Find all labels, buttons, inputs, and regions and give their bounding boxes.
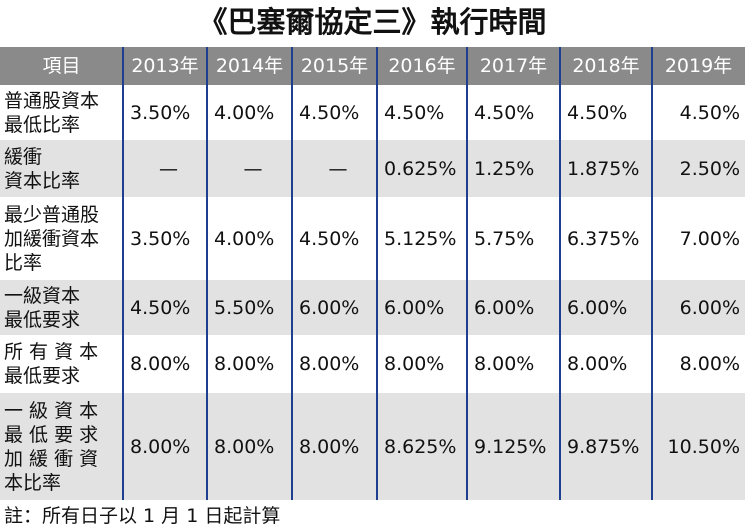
data-cell: 5.125% [384, 227, 457, 250]
data-cell: 6.00% [567, 296, 628, 319]
header-bg [0, 47, 745, 85]
column-divider [376, 47, 378, 500]
column-divider [559, 47, 561, 500]
label-line: 最少普通股 [4, 203, 100, 226]
data-cell: 8.00% [130, 353, 191, 375]
header-cell: 2014年 [215, 55, 284, 77]
data-cell: 4.00% [214, 227, 275, 250]
data-cell: 5.50% [214, 296, 275, 319]
label-line: 最 低 要 求 [4, 423, 99, 446]
data-cell: 3.50% [130, 101, 191, 124]
data-cell: 8.00% [384, 353, 445, 375]
label-line: 加緩衝資本 [4, 227, 100, 250]
table: 項目 2013年 2014年 2015年 2016年 2017年 2018年 2019年普通股… [0, 47, 745, 500]
row-label: 一 級 資 本最 低 要 求加 緩 衝 資本比率 [4, 393, 122, 500]
data-cell: 6.375% [567, 227, 640, 250]
data-cell: 4.50% [567, 101, 628, 124]
data-cell: — [159, 157, 178, 180]
row-bg [0, 335, 745, 393]
row-bg [0, 140, 745, 197]
data-cell: 4.50% [679, 101, 740, 124]
data-cell: 8.00% [130, 435, 191, 458]
data-cell: 1.875% [567, 157, 640, 180]
title: 《巴塞爾協定三》執行時間 [198, 5, 547, 39]
label-line: 普通股資本 [4, 89, 100, 112]
data-cell: 4.50% [474, 101, 535, 124]
label-line: 資本比率 [4, 169, 81, 192]
data-cell: 5.75% [474, 227, 535, 250]
label-line: 比率 [4, 251, 43, 274]
label-line: 本比率 [4, 471, 62, 494]
data-cell: 8.00% [299, 435, 360, 458]
label-line: 所 有 資 本 [4, 341, 99, 363]
data-cell: 10.50% [667, 435, 740, 458]
data-cell: 8.625% [384, 435, 457, 458]
note: 註：所有日子以 1 月 1 日起計算 [4, 505, 281, 527]
label-line: 加 緩 衝 資 [4, 447, 99, 470]
header-cell: 項目 [42, 55, 81, 77]
data-cell: 9.875% [567, 435, 640, 458]
row-label: 普通股資本 最低比率 [4, 85, 122, 140]
data-cell: 6.00% [299, 296, 360, 319]
data-cell: 0.625% [384, 157, 457, 180]
column-divider [466, 47, 468, 500]
data-cell: 4.50% [130, 296, 191, 319]
data-cell: — [328, 157, 348, 180]
header-cell: 2018年 [572, 55, 640, 77]
data-cell: 8.00% [474, 353, 535, 375]
column-divider [651, 47, 653, 500]
data-cell: 6.00% [679, 296, 740, 319]
row-bg [0, 280, 745, 335]
header-cell: 2019年 [664, 55, 733, 77]
row-bg [0, 197, 745, 280]
data-cell: 8.00% [299, 353, 360, 375]
data-cell: 4.50% [299, 101, 360, 124]
data-cell: 6.00% [384, 296, 445, 319]
data-cell: 8.00% [214, 353, 275, 375]
column-divider [122, 47, 124, 500]
row-bg [0, 85, 745, 140]
data-cell: 9.125% [474, 435, 547, 458]
row-label: 緩衝 資本比率 [4, 140, 122, 197]
label-line: 最低要求 [4, 308, 81, 331]
data-cell: 7.00% [679, 227, 740, 250]
header-cell: 2015年 [300, 55, 369, 77]
label-line: 一級資本 [4, 284, 81, 307]
data-cell: 8.00% [567, 353, 628, 375]
header-cell: 2013年 [131, 55, 199, 77]
data-cell: 4.50% [299, 227, 360, 250]
data-cell: 8.00% [214, 435, 275, 458]
label-line: 最低比率 [4, 113, 81, 136]
row-label: 所 有 資 本最低要求 [4, 335, 122, 393]
column-divider [206, 47, 208, 500]
label-line: 最低要求 [4, 365, 81, 387]
data-cell: 1.25% [474, 157, 535, 180]
label-line: 緩衝 [4, 145, 43, 168]
row-label: 最少普通股 加緩衝資本 比率 [4, 197, 122, 280]
header-cell: 2016年 [388, 55, 456, 77]
data-cell: 4.00% [214, 101, 275, 124]
data-cell: 3.50% [130, 227, 191, 250]
data-cell: 8.00% [679, 353, 740, 375]
data-cell: 4.50% [384, 101, 445, 124]
row-bg [0, 393, 745, 500]
header-cell: 2017年 [479, 55, 548, 77]
data-cell: — [243, 157, 263, 180]
data-cell: 6.00% [474, 296, 535, 319]
row-label: 一級資本 最低要求 [4, 280, 122, 335]
label-line: 一 級 資 本 [4, 399, 99, 422]
column-divider [291, 47, 293, 500]
data-cell: 2.50% [679, 157, 740, 180]
